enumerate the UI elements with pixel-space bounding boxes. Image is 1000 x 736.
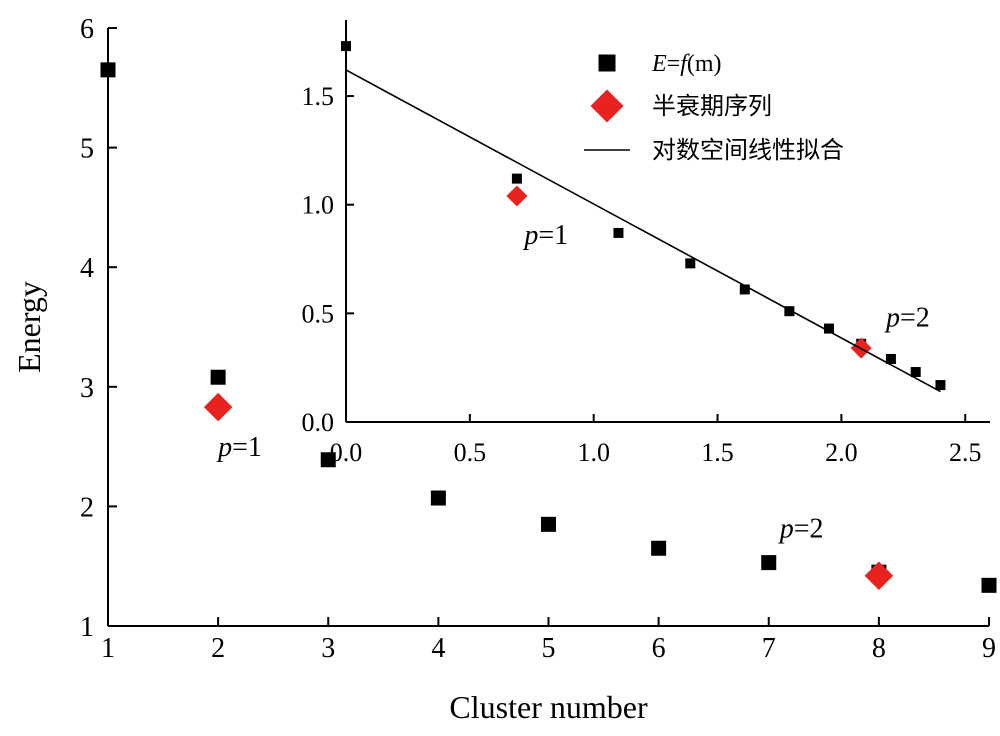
inset-y-tick-label: 0.0 <box>302 408 335 437</box>
inset-square-point <box>613 227 624 238</box>
main-square-point <box>541 516 556 532</box>
legend-square-marker <box>598 54 616 72</box>
annotation-var: p <box>778 513 794 544</box>
inset-plot: 0.0 0.5 1.0 1.5 2.0 2.50.00.51.01.5p=1p=2E=f(… <box>302 20 990 467</box>
main-square-point <box>430 490 446 506</box>
inset-square-point <box>824 323 834 334</box>
main-square-point <box>761 555 777 571</box>
annotation-var: p <box>216 432 232 463</box>
inset-square-point <box>511 173 522 184</box>
annotation-value: =2 <box>900 302 930 333</box>
inset-square-point <box>341 41 351 52</box>
main-diamond-point <box>864 561 894 591</box>
inset-diamond-point <box>506 185 528 207</box>
legend-label: 对数空间线性拟合 <box>652 137 844 164</box>
annotation-value: =2 <box>794 513 824 544</box>
main-square-point <box>210 369 226 385</box>
inset-x-tick-label: 1.0 <box>577 438 610 467</box>
inset-x-tick-label: 0.5 <box>454 438 487 467</box>
main-y-tick-label: 5 <box>80 134 94 165</box>
inset-y-tick-label: 1.5 <box>302 82 335 111</box>
main-y-tick-label: 3 <box>80 373 94 404</box>
legend-label-part: f <box>680 51 690 77</box>
inset-square-point <box>885 353 896 364</box>
main-annotation: p=1 <box>216 432 262 463</box>
main-x-tick-label: 3 <box>321 633 335 664</box>
legend-label-part: E <box>651 51 667 77</box>
annotation-value: =1 <box>538 220 568 251</box>
main-x-tick-label: 8 <box>872 633 886 664</box>
inset-square-point <box>935 380 946 391</box>
inset-square-point <box>739 284 750 295</box>
main-x-tick-label: 1 <box>101 633 115 664</box>
legend-label: E=f(m) <box>651 51 722 77</box>
main-y-axis-title: Energy <box>11 281 47 373</box>
main-y-tick-label: 4 <box>80 253 94 284</box>
main-x-tick-label: 7 <box>762 633 776 664</box>
inset-y-tick-label: 0.5 <box>302 299 335 328</box>
main-y-tick-label: 6 <box>80 14 94 45</box>
legend-label: 半衰期序列 <box>652 93 772 120</box>
inset-x-tick-label: 0.0 <box>330 438 363 467</box>
main-x-tick-label: 6 <box>652 633 666 664</box>
main-square-point <box>651 540 667 556</box>
inset-annotation: p=1 <box>522 220 568 251</box>
main-square-point <box>100 62 116 78</box>
inset-y-tick-label: 1.0 <box>302 191 335 220</box>
annotation-value: =1 <box>232 432 262 463</box>
inset-square-point <box>910 367 921 378</box>
inset-fit-line <box>345 69 941 393</box>
main-x-tick-label: 4 <box>431 633 445 664</box>
main-y-tick-label: 1 <box>80 612 94 643</box>
main-diamond-point <box>203 392 233 422</box>
inset-annotation: p=2 <box>884 302 930 333</box>
inset-square-point <box>685 258 696 269</box>
annotation-var: p <box>522 220 538 251</box>
inset-x-tick-label: 2.5 <box>949 438 982 467</box>
main-x-tick-label: 9 <box>982 633 996 664</box>
inset-x-tick-label: 2.0 <box>825 438 858 467</box>
annotation-var: p <box>884 302 900 333</box>
main-x-tick-label: 2 <box>211 633 225 664</box>
legend-label-part: (m) <box>687 51 722 77</box>
main-annotation: p=2 <box>778 513 824 544</box>
main-square-point <box>320 452 336 468</box>
main-y-tick-label: 2 <box>80 492 94 523</box>
main-x-tick-label: 5 <box>542 633 556 664</box>
inset-x-tick-label: 1.5 <box>701 438 734 467</box>
inset-square-point <box>784 306 795 317</box>
legend-diamond-marker <box>590 89 624 123</box>
main-square-point <box>981 577 997 593</box>
main-x-axis-title: Cluster number <box>449 689 648 725</box>
legend-label-part: = <box>667 51 681 77</box>
